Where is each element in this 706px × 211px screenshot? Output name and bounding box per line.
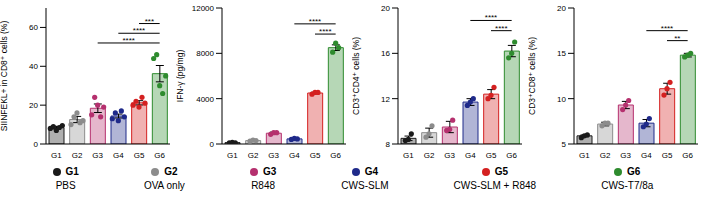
svg-text:****: **** (122, 36, 134, 45)
svg-text:****: **** (309, 17, 321, 26)
svg-text:****: **** (485, 13, 497, 22)
svg-text:G2: G2 (424, 151, 435, 160)
svg-text:0: 0 (210, 140, 215, 149)
html-text:R848: R848 (251, 180, 275, 191)
svg-text:****: **** (319, 27, 331, 36)
svg-text:5: 5 (562, 140, 567, 149)
svg-text:12: 12 (381, 95, 390, 104)
svg-text:G4: G4 (465, 151, 476, 160)
svg-text:CD3⁺CD4⁺ cells (%): CD3⁺CD4⁺ cells (%) (352, 37, 361, 115)
svg-text:8000: 8000 (196, 49, 214, 58)
svg-text:G1: G1 (403, 151, 414, 160)
html-text:CWS-SLM + R848: CWS-SLM + R848 (453, 180, 537, 191)
svg-text:****: **** (661, 24, 673, 33)
html-text:PBS: PBS (55, 180, 76, 191)
svg-text:12000: 12000 (192, 4, 215, 13)
svg-text:G1: G1 (51, 151, 62, 160)
svg-text:G6: G6 (330, 151, 341, 160)
svg-text:20: 20 (29, 101, 38, 110)
svg-text:G6: G6 (682, 151, 693, 160)
svg-text:G5: G5 (134, 151, 145, 160)
svg-text:G6: G6 (506, 151, 517, 160)
svg-text:G3: G3 (92, 151, 103, 160)
svg-text:10: 10 (557, 95, 566, 104)
html-text:G3: G3 (262, 166, 277, 177)
svg-text:G5: G5 (486, 151, 497, 160)
svg-text:***: *** (145, 17, 154, 26)
svg-text:G5: G5 (310, 151, 321, 160)
svg-text:16: 16 (381, 49, 390, 58)
svg-text:G1: G1 (579, 151, 590, 160)
html-text:G2: G2 (164, 166, 178, 177)
svg-text:CD3⁺CD8⁺ cells (%): CD3⁺CD8⁺ cells (%) (528, 37, 537, 115)
svg-text:G2: G2 (600, 151, 611, 160)
svg-text:G4: G4 (289, 151, 300, 160)
svg-text:20: 20 (381, 4, 390, 13)
html-text:CWS-SLM: CWS-SLM (341, 180, 389, 191)
html-text:CWS-T7/8a: CWS-T7/8a (601, 180, 654, 191)
svg-text:IFN-γ (pg/mg): IFN-γ (pg/mg) (176, 50, 185, 103)
svg-text:**: ** (674, 34, 680, 43)
html-text:OVA only: OVA only (143, 180, 185, 191)
svg-text:4000: 4000 (196, 95, 214, 104)
svg-text:G2: G2 (72, 151, 83, 160)
svg-text:G1: G1 (227, 151, 238, 160)
svg-text:SIINFEKL+ in CD8⁺ cells (%): SIINFEKL+ in CD8⁺ cells (%) (8, 21, 9, 132)
html-text:G1: G1 (65, 166, 79, 177)
html-text:G6: G6 (627, 166, 641, 177)
svg-text:G6: G6 (154, 151, 165, 160)
svg-text:0: 0 (34, 140, 39, 149)
svg-text:40: 40 (29, 62, 38, 71)
svg-text:G4: G4 (113, 151, 124, 160)
svg-text:****: **** (495, 24, 507, 33)
svg-text:8: 8 (386, 140, 391, 149)
svg-text:****: **** (133, 26, 145, 35)
html-text:G5: G5 (494, 166, 508, 177)
svg-text:15: 15 (557, 49, 566, 58)
svg-text:G3: G3 (268, 151, 279, 160)
svg-text:G3: G3 (620, 151, 631, 160)
svg-text:G4: G4 (641, 151, 652, 160)
svg-text:20: 20 (557, 4, 566, 13)
svg-text:G3: G3 (444, 151, 455, 160)
svg-text:G2: G2 (248, 151, 259, 160)
svg-text:60: 60 (29, 23, 38, 32)
html-text:G4: G4 (364, 166, 379, 177)
svg-text:G5: G5 (662, 151, 673, 160)
